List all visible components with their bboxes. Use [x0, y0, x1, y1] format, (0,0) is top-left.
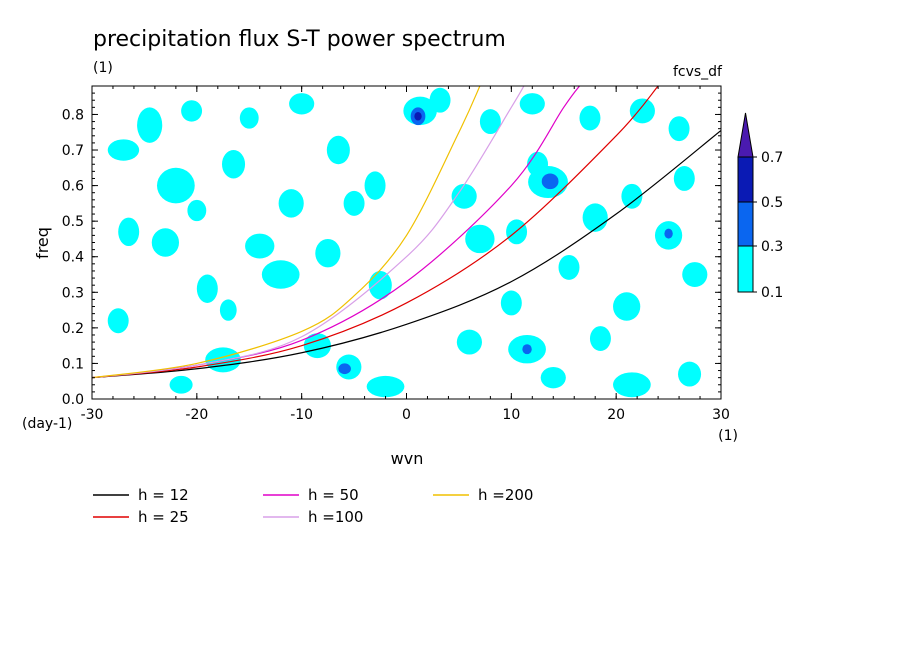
- legend: h = 12 h = 25 h = 50 h =100 h =200: [93, 486, 533, 526]
- contour-patch: [621, 183, 643, 209]
- contour-patch: [156, 167, 195, 204]
- x-tick-label: 20: [607, 407, 625, 423]
- colorbar-band: [737, 156, 754, 203]
- contour-patch: [118, 217, 140, 247]
- series-line-3: [92, 86, 525, 379]
- y-tick-label: 0.2: [62, 321, 84, 337]
- contour-patch: [541, 173, 559, 190]
- contour-patch: [187, 199, 207, 222]
- plot-frame: [91, 85, 722, 400]
- contour-patch: [219, 299, 237, 321]
- contour-patch: [239, 107, 259, 129]
- contour-patch: [368, 270, 392, 300]
- y-axis-unit: (day-1): [22, 416, 72, 432]
- colorbar-label: 0.3: [761, 239, 783, 255]
- contour-patch: [278, 189, 304, 218]
- contour-patch: [664, 228, 673, 239]
- contour-patch: [589, 326, 611, 351]
- contour-patch: [303, 333, 332, 359]
- contour-patch: [414, 111, 422, 121]
- contour-patch: [579, 105, 601, 131]
- series-line-4: [92, 86, 481, 379]
- contour-patch: [558, 254, 580, 280]
- colorbar-label: 0.1: [761, 285, 783, 301]
- contour-patch: [364, 171, 386, 200]
- contour-patch: [366, 375, 405, 398]
- contour-patch: [221, 150, 246, 179]
- legend-label: h = 50: [308, 486, 359, 504]
- series-line-0: [92, 129, 721, 379]
- y-tick-label: 0.6: [62, 179, 84, 195]
- y-axis-label: freq: [33, 227, 52, 259]
- chart-title: precipitation flux S-T power spectrum: [93, 27, 506, 52]
- contour-patch: [315, 238, 341, 268]
- contour-patch: [465, 224, 495, 254]
- contour-patch: [151, 228, 180, 257]
- colorbar-band: [737, 245, 754, 293]
- contour-patch: [261, 260, 300, 289]
- y-tick-label: 0.4: [62, 250, 84, 266]
- contour-patch: [456, 329, 482, 355]
- contour-patch: [245, 233, 275, 259]
- contour-patch: [540, 366, 566, 389]
- contour-patch: [181, 100, 203, 122]
- chart-subtitle-left: (1): [93, 60, 113, 76]
- colorbar-label: 0.7: [761, 150, 783, 166]
- contour-patch: [429, 87, 451, 113]
- legend-label: h = 25: [138, 508, 189, 526]
- contour-patch: [673, 166, 695, 191]
- contour-patch: [107, 139, 140, 161]
- colorbar-band: [737, 201, 754, 247]
- contour-patch: [169, 375, 193, 394]
- x-tick-label: 30: [712, 407, 730, 423]
- contour-patch: [289, 93, 315, 115]
- x-tick-label: -20: [185, 407, 208, 423]
- series-line-1: [92, 86, 659, 379]
- chart-subtitle-right: fcvs_df: [673, 64, 723, 80]
- legend-label: h = 12: [138, 486, 189, 504]
- legend-label: h =100: [308, 508, 363, 526]
- y-tick-label: 0.3: [62, 285, 84, 301]
- x-tick-label: 0: [402, 407, 411, 423]
- plot-area: -30 -20 -10 0 10 20 30 0.0 0.1 0.2 0.3 0.4 0.5 0.6 0.7…: [62, 85, 730, 423]
- x-axis-label: wvn: [391, 449, 424, 468]
- x-tick-label: -30: [81, 407, 104, 423]
- contour-patch: [500, 290, 522, 316]
- contour-patch: [613, 372, 651, 398]
- contour-patch: [678, 361, 702, 387]
- x-tick-label: -10: [290, 407, 313, 423]
- y-tick-label: 0.8: [62, 107, 84, 123]
- contour-patch: [613, 292, 641, 321]
- contour-patch: [107, 308, 129, 334]
- contour-patch: [326, 135, 350, 165]
- contour-patch: [629, 98, 655, 124]
- colorbar: 0.1 0.3 0.5 0.7: [737, 112, 783, 301]
- contour-patch: [682, 262, 708, 287]
- contour-patch: [196, 274, 218, 303]
- contour-patch: [137, 107, 163, 143]
- x-tick-label: 10: [502, 407, 520, 423]
- contour-patch: [522, 344, 532, 355]
- y-tick-label: 0.7: [62, 143, 84, 159]
- y-tick-label: 0.5: [62, 214, 84, 230]
- contour-patch: [668, 116, 690, 142]
- y-tick-label: 0.1: [62, 356, 84, 372]
- contour-patch: [338, 363, 351, 375]
- contour-patch: [582, 203, 608, 232]
- y-tick-label: 0.0: [62, 392, 84, 408]
- colorbar-label: 0.5: [761, 195, 783, 211]
- x-axis-unit: (1): [718, 428, 738, 444]
- legend-label: h =200: [478, 486, 533, 504]
- contour-patch: [343, 190, 365, 216]
- series-lines: [92, 86, 721, 379]
- colorbar-triangle: [737, 112, 754, 158]
- contour-patch: [479, 109, 501, 135]
- contour-patch: [519, 93, 545, 115]
- contour-patch: [451, 183, 477, 209]
